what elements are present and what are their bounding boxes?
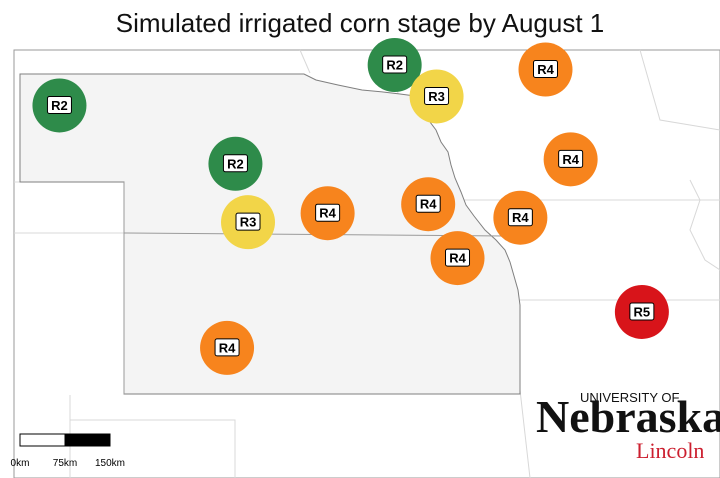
station-marker: R2 bbox=[32, 78, 87, 133]
scale-label-0: 0km bbox=[11, 458, 30, 469]
station-marker: R4 bbox=[518, 42, 573, 97]
station-marker: R3 bbox=[221, 195, 276, 250]
scale-bar-segment-white bbox=[19, 433, 66, 447]
station-marker: R3 bbox=[409, 69, 464, 124]
unl-logo: UNIVERSITY OF Nebraska Lincoln bbox=[536, 390, 720, 463]
station-label: R4 bbox=[512, 210, 529, 225]
station-label: R2 bbox=[386, 58, 403, 73]
station-label-box bbox=[445, 248, 471, 267]
station-label-box bbox=[46, 95, 72, 114]
station-label: R2 bbox=[227, 156, 244, 171]
logo-lincoln: Lincoln bbox=[636, 438, 704, 463]
station-label-box bbox=[629, 302, 655, 321]
station-label-box bbox=[533, 60, 558, 79]
logo-nebraska: Nebraska bbox=[536, 391, 720, 442]
scale-label-150: 150km bbox=[95, 458, 125, 469]
station-label: R4 bbox=[219, 340, 236, 355]
station-marker: R2 bbox=[208, 136, 263, 191]
station-marker: R2 bbox=[367, 38, 422, 93]
station-label-box bbox=[424, 86, 450, 105]
station-label-box bbox=[235, 212, 261, 231]
station-label-box bbox=[507, 208, 533, 227]
station-label: R5 bbox=[634, 304, 651, 319]
station-label: R3 bbox=[428, 89, 445, 104]
station-marker: R4 bbox=[200, 320, 255, 375]
station-marker: R4 bbox=[401, 177, 456, 232]
station-marker: R4 bbox=[543, 132, 598, 187]
scale-label-75: 75km bbox=[53, 458, 77, 469]
station-label-box bbox=[315, 203, 341, 222]
station-marker: R4 bbox=[300, 186, 355, 241]
station-label: R4 bbox=[537, 62, 554, 77]
station-label-box bbox=[214, 338, 240, 357]
map-title: Simulated irrigated corn stage by August… bbox=[115, 8, 605, 38]
station-markers: R2 R2 R3 R4 R2 R4 R3 R4 R4 R4 R4 R5 R4 bbox=[32, 38, 669, 375]
station-label: R4 bbox=[562, 152, 579, 167]
station-marker: R4 bbox=[493, 190, 548, 245]
station-label-box bbox=[415, 194, 441, 213]
station-label-box bbox=[382, 55, 408, 74]
map-frame bbox=[13, 49, 720, 478]
logo-university-of: UNIVERSITY OF bbox=[580, 390, 680, 405]
station-label: R3 bbox=[240, 215, 257, 230]
scale-bar-segment-black bbox=[64, 433, 111, 447]
station-label: R4 bbox=[420, 197, 437, 212]
station-label: R4 bbox=[319, 206, 336, 221]
station-label-box bbox=[222, 154, 248, 173]
station-marker: R4 bbox=[430, 231, 485, 286]
station-label-box bbox=[558, 149, 584, 168]
scale-bar: 0km 75km 150km bbox=[11, 433, 125, 469]
station-marker: R5 bbox=[614, 284, 669, 339]
station-label: R4 bbox=[449, 251, 466, 266]
station-label: R2 bbox=[51, 98, 68, 113]
